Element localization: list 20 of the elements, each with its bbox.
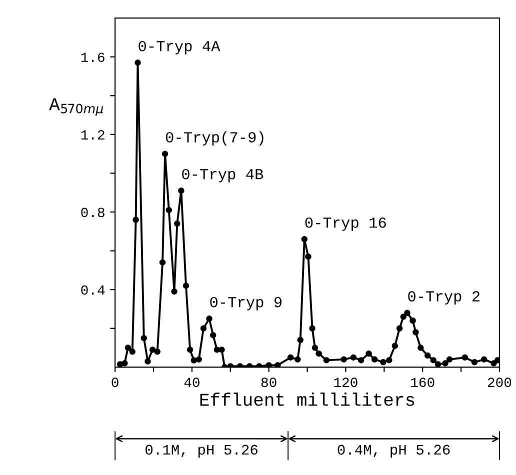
y-tick-label: 0.8 <box>81 208 104 218</box>
x-tick-label: 120 <box>334 378 358 388</box>
y-tick-label: 1.2 <box>81 130 104 140</box>
x-tick-label: 0 <box>112 378 118 388</box>
y-axis-title: A$_{570mμ}$ <box>49 98 104 116</box>
annotation: 0-Tryp(7-9) <box>166 131 264 146</box>
annotation: 0-Tryp 4A <box>138 40 220 54</box>
y-tick-label: 0.4 <box>81 285 105 295</box>
text: 0.4M, pH 5.26 <box>338 444 450 458</box>
x-axis-title: Effluent milliliters <box>200 392 414 406</box>
x-tick-label: 40 <box>184 378 200 388</box>
annotation: 0-Tryp 9 <box>210 296 282 310</box>
annotation: 0-Tryp 2 <box>408 291 480 305</box>
x-tick-label: 160 <box>411 378 434 388</box>
annotation: 0-Tryp 16 <box>305 217 386 231</box>
x-tick-label: 80 <box>261 378 276 388</box>
annotation: 0-Tryp 4B <box>182 168 264 182</box>
y-tick-label: 1.6 <box>81 52 104 62</box>
text: 0.1M, pH 5.26 <box>146 444 258 458</box>
x-tick-label: 200 <box>488 378 512 388</box>
